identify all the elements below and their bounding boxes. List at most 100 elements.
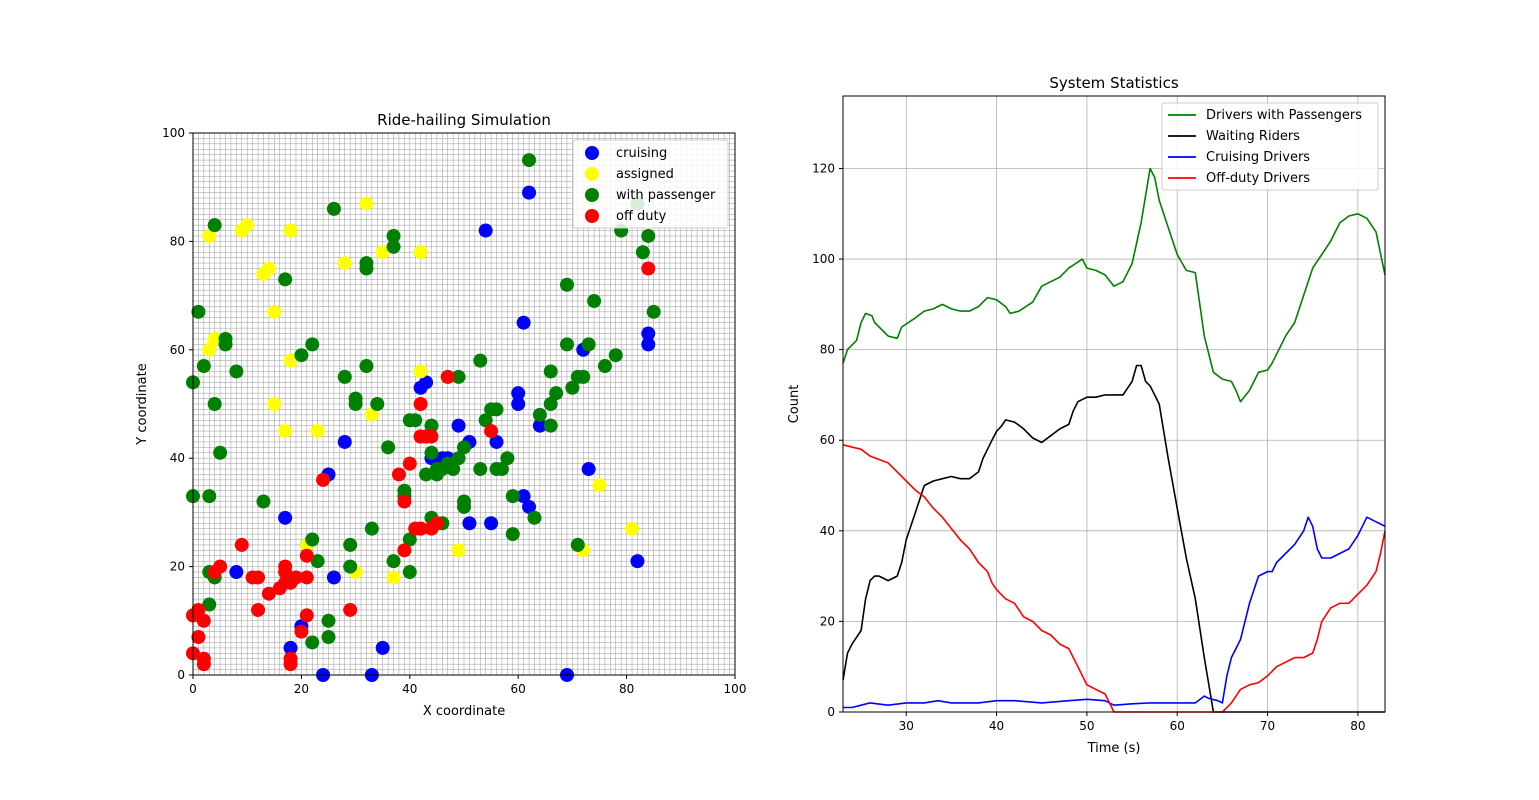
with-passenger-point: [543, 418, 558, 433]
y-tick-label: 100: [162, 126, 185, 140]
assigned-point: [202, 228, 217, 243]
y-tick-label: 60: [820, 433, 835, 447]
legend-label: assigned: [616, 167, 674, 182]
with-passenger-point: [196, 359, 211, 374]
y-tick-label: 120: [812, 161, 835, 175]
cruising-point: [532, 418, 547, 433]
with-passenger-point: [381, 440, 396, 455]
with-passenger-point: [256, 494, 271, 509]
y-tick-label: 0: [177, 668, 185, 682]
off-duty-point: [234, 537, 249, 552]
off-duty-point: [251, 570, 266, 585]
with-passenger-point: [478, 413, 493, 428]
with-passenger-point: [305, 635, 320, 650]
y-tick-label: 80: [820, 343, 835, 357]
y-tick-label: 20: [170, 560, 185, 574]
with-passenger-point: [549, 386, 564, 401]
assigned-point: [413, 245, 428, 260]
y-tick-label: 0: [827, 705, 835, 719]
cruising-point: [283, 640, 298, 655]
left-x-ticks: 0 20 40 60 80 100: [189, 675, 746, 696]
off-duty-point: [294, 624, 309, 639]
legend-label: cruising: [616, 146, 667, 161]
assigned-point: [283, 353, 298, 368]
legend-marker: [585, 146, 599, 160]
x-tick-label: 70: [1260, 719, 1275, 733]
with-passenger-point: [321, 630, 336, 645]
right-legend-box: [1161, 102, 1379, 191]
off-duty-point: [391, 467, 406, 482]
with-passenger-point: [559, 277, 574, 292]
assigned-point: [375, 245, 390, 260]
with-passenger-point: [543, 397, 558, 411]
with-passenger-point: [587, 294, 602, 309]
with-passenger-point: [278, 272, 293, 287]
with-passenger-point: [635, 245, 650, 260]
off-duty-point: [484, 424, 499, 439]
x-tick-label: 60: [1170, 719, 1185, 733]
assigned-point: [337, 256, 352, 271]
legend-marker: [585, 188, 599, 202]
with-passenger-point: [494, 462, 509, 477]
with-passenger-point: [473, 462, 488, 477]
off-duty-point: [278, 565, 293, 580]
with-passenger-point: [218, 337, 233, 352]
off-duty-point: [299, 548, 314, 563]
with-passenger-point: [543, 364, 558, 379]
y-tick-label: 40: [820, 524, 835, 538]
x-tick-label: 50: [1079, 719, 1094, 733]
with-passenger-point: [500, 451, 515, 466]
off-duty-point: [288, 570, 303, 585]
cruising-point: [641, 326, 656, 341]
with-passenger-point: [527, 510, 542, 525]
cruising-point: [478, 223, 493, 238]
x-tick-label: 20: [294, 682, 309, 696]
off-duty-point: [196, 657, 211, 672]
with-passenger-point: [348, 397, 363, 411]
x-tick-label: 30: [899, 719, 914, 733]
off-duty-point: [402, 456, 417, 471]
with-passenger-point: [570, 537, 585, 552]
right-y-ticks: 0 20 40 60 80 100 120: [812, 161, 843, 719]
with-passenger-point: [419, 467, 434, 482]
off-duty-point: [397, 543, 412, 558]
y-tick-label: 60: [170, 343, 185, 357]
with-passenger-point: [359, 359, 374, 374]
cruising-point: [326, 570, 341, 585]
assigned-point: [234, 223, 249, 238]
right-y-axis-label: Count: [787, 385, 802, 424]
assigned-point: [451, 543, 466, 558]
ride-hailing-simulation-panel: Ride-hailing Simulation 0 20 40 60 80 100 0 20…: [135, 111, 746, 719]
with-passenger-point: [576, 369, 591, 384]
right-plot-frame: [842, 95, 1386, 713]
off-duty-point: [413, 521, 428, 536]
with-passenger-point: [451, 369, 466, 384]
with-passenger-point: [424, 418, 439, 433]
with-passenger-point: [305, 337, 320, 352]
with-passenger-point: [581, 337, 596, 352]
assigned-point: [278, 424, 293, 439]
off-duty-point: [440, 369, 455, 384]
waiting-ridersline: [842, 364, 1385, 713]
with-passenger-point: [343, 559, 358, 574]
legend-marker: [585, 209, 599, 223]
with-passenger-point: [429, 467, 444, 482]
with-passenger-point: [213, 445, 228, 460]
with-passenger-point: [229, 364, 244, 379]
off-duty-point: [196, 613, 211, 628]
with-passenger-point: [359, 261, 374, 276]
cruising-point: [581, 462, 596, 477]
with-passenger-point: [402, 532, 417, 547]
assigned-point: [267, 304, 282, 319]
assigned-point: [207, 331, 222, 346]
off-duty-driversline: [842, 444, 1386, 713]
off-duty-point: [419, 429, 434, 444]
cruising-point: [278, 510, 293, 525]
with-passenger-point: [597, 359, 612, 374]
off-duty-point: [343, 602, 358, 617]
with-passenger-point: [202, 597, 217, 612]
assigned-point: [310, 424, 325, 439]
off-duty-point: [283, 657, 298, 672]
legend-marker: [585, 167, 599, 181]
cruising-point: [419, 375, 434, 390]
